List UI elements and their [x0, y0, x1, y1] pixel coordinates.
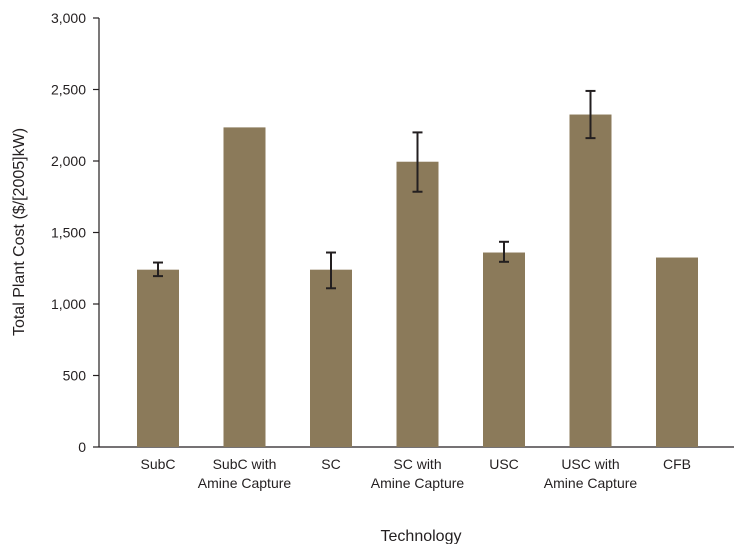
x-tick-label: SC with Amine Capture [371, 456, 465, 491]
bar [137, 269, 179, 447]
y-axis-label: Total Plant Cost ($/[2005]kW) [11, 128, 28, 336]
y-tick-label: 1,000 [51, 296, 86, 312]
error-bars [153, 89, 596, 290]
x-tick-label: USC with Amine Capture [544, 456, 638, 491]
error-bar [585, 89, 596, 140]
x-tick-label: SC [321, 456, 340, 472]
bar [483, 252, 525, 447]
bar [223, 127, 266, 448]
x-tick-label: SubC [140, 456, 175, 472]
bars [137, 114, 698, 448]
x-axis-label: Technology [381, 528, 462, 544]
x-axis: SubC SubC with Amine Capture SC SC with Amine… [99, 446, 734, 491]
y-tick-label: 500 [63, 368, 87, 384]
x-tick-label: CFB [663, 456, 691, 472]
y-tick-label: 1,500 [51, 225, 86, 241]
bar [656, 257, 698, 447]
y-tick-label: 2,500 [51, 82, 86, 98]
x-tick-label: SubC with Amine Capture [198, 456, 292, 491]
y-axis: 0 500 1,000 1,500 2,000 2,500 3,000 [51, 10, 100, 455]
bar [396, 161, 439, 447]
error-bar [499, 240, 509, 263]
error-bar [326, 251, 336, 290]
error-bar [153, 261, 163, 278]
error-bar [412, 131, 423, 193]
y-tick-label: 3,000 [51, 10, 86, 26]
bar [310, 269, 352, 447]
y-tick-label: 2,000 [51, 153, 86, 169]
y-tick-label: 0 [78, 439, 86, 455]
bar [569, 114, 612, 448]
x-tick-label: USC [489, 456, 519, 472]
